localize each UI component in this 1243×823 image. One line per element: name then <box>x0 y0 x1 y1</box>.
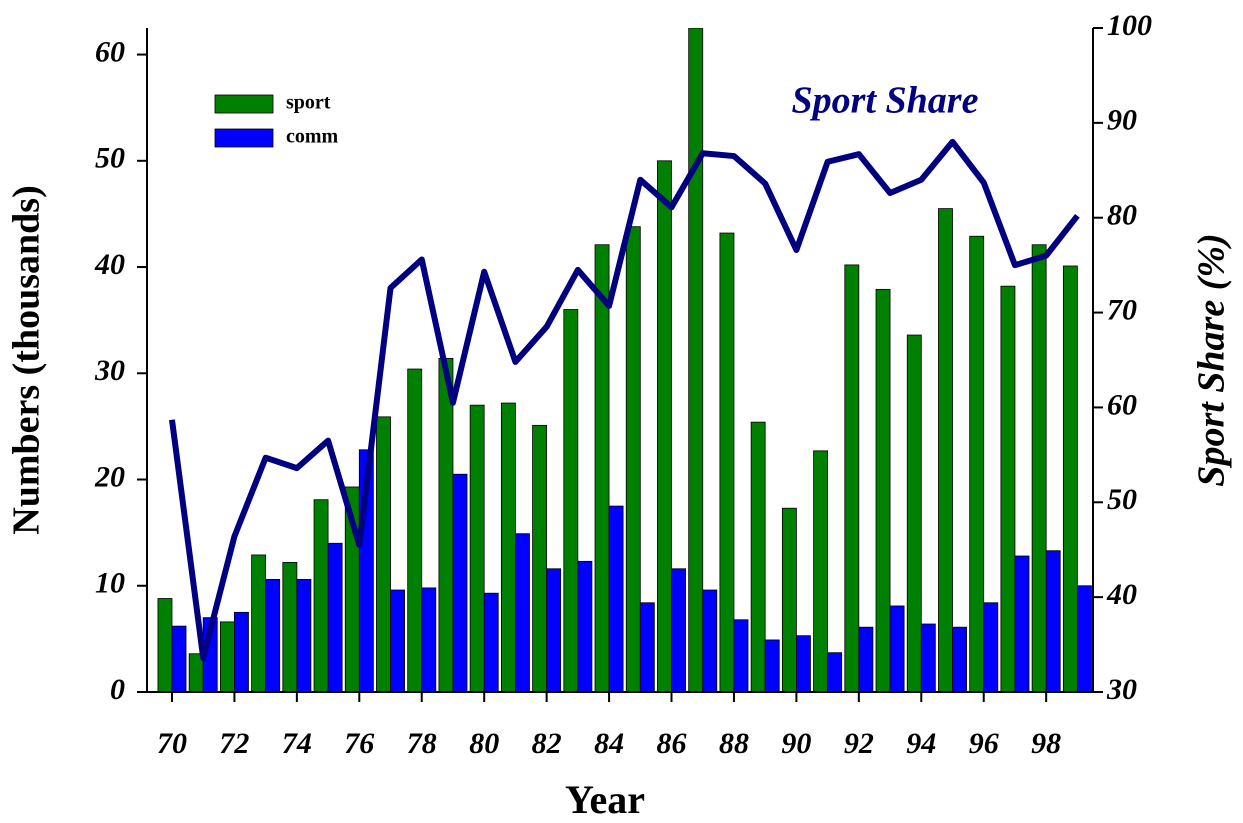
bar <box>608 505 624 692</box>
bar <box>390 589 405 692</box>
bar <box>594 244 610 692</box>
bar <box>1062 265 1078 692</box>
bar <box>1045 550 1061 692</box>
x-tick-label: 96 <box>969 727 999 760</box>
bar <box>657 160 672 692</box>
bar <box>546 568 562 692</box>
bar <box>421 587 437 692</box>
bar <box>719 232 735 692</box>
bar <box>688 28 704 692</box>
x-tick-label: 94 <box>906 727 936 760</box>
line <box>169 138 1080 661</box>
x-tick-label: 90 <box>781 727 811 760</box>
bar <box>750 421 766 692</box>
bar <box>764 639 780 692</box>
x-tick-label: 82 <box>532 727 562 760</box>
x-tick-label: 84 <box>594 727 624 760</box>
bar <box>296 578 312 692</box>
y-tick-label: 40 <box>94 248 125 281</box>
bar <box>469 404 485 692</box>
bar <box>875 288 891 692</box>
bar <box>844 264 860 692</box>
bar <box>577 560 593 692</box>
bar <box>906 334 922 692</box>
bar <box>532 424 548 692</box>
y-tick-label: 10 <box>95 567 125 600</box>
x-axis-label: Year <box>565 777 645 822</box>
y-axis-label: Numbers (thousands) <box>6 185 48 534</box>
y2-tick-label: 30 <box>1106 673 1137 706</box>
bar <box>938 208 953 692</box>
y2-axis-label: Sport Share (%) <box>1191 233 1233 486</box>
bar <box>407 368 423 692</box>
bar <box>813 450 829 692</box>
bar <box>219 621 235 692</box>
bar <box>625 226 641 692</box>
y2-tick-label: 80 <box>1107 199 1137 232</box>
bar <box>1076 585 1092 692</box>
bar <box>483 592 499 692</box>
bar <box>795 635 811 692</box>
bar <box>234 611 249 692</box>
annotation: Sport Share <box>792 80 979 122</box>
bar <box>452 473 468 692</box>
bar <box>781 507 797 692</box>
y2-tick-label: 70 <box>1107 293 1137 326</box>
bar <box>313 499 329 692</box>
bar <box>563 309 579 692</box>
bar <box>376 416 391 692</box>
y-tick-label: 30 <box>94 354 125 387</box>
bar <box>500 402 516 692</box>
bar <box>1014 555 1030 692</box>
y-tick-label: 20 <box>94 460 125 493</box>
bar <box>702 589 718 692</box>
bar <box>733 619 749 692</box>
y-tick-label: 60 <box>95 35 125 68</box>
legend-swatch <box>214 128 274 148</box>
bar <box>827 652 843 692</box>
y-tick-label: 0 <box>110 673 125 706</box>
bar <box>639 602 655 692</box>
bar <box>327 542 343 692</box>
bar <box>171 625 187 692</box>
y2-tick-label: 100 <box>1107 9 1152 42</box>
bar <box>251 554 267 692</box>
x-tick-label: 98 <box>1031 727 1061 760</box>
legend-label: sport <box>286 92 331 114</box>
legend-swatch <box>214 94 274 114</box>
bar <box>515 533 530 692</box>
x-tick-label: 86 <box>657 727 687 760</box>
y2-tick-label: 50 <box>1107 483 1137 516</box>
bar <box>952 626 967 692</box>
y-tick-label: 50 <box>95 142 125 175</box>
x-tick-label: 80 <box>469 727 499 760</box>
legend-label: comm <box>286 126 339 148</box>
bar <box>157 598 173 692</box>
bar <box>282 561 298 692</box>
bar <box>920 623 936 692</box>
x-tick-label: 70 <box>157 727 187 760</box>
bar <box>1031 244 1047 692</box>
x-tick-label: 78 <box>407 727 437 760</box>
y2-tick-label: 60 <box>1107 388 1137 421</box>
x-tick-label: 92 <box>844 727 874 760</box>
x-tick-label: 74 <box>282 727 312 760</box>
x-tick-label: 72 <box>219 727 249 760</box>
bar <box>438 358 454 692</box>
y2-tick-label: 40 <box>1106 578 1137 611</box>
bar <box>1000 285 1016 692</box>
y2-tick-label: 90 <box>1107 104 1137 137</box>
bar <box>265 578 281 692</box>
x-tick-label: 88 <box>719 727 749 760</box>
bar <box>671 568 686 692</box>
bar <box>969 235 985 692</box>
bar <box>889 605 905 692</box>
bar <box>983 602 999 692</box>
x-tick-label: 76 <box>344 727 374 760</box>
bar <box>858 626 874 692</box>
